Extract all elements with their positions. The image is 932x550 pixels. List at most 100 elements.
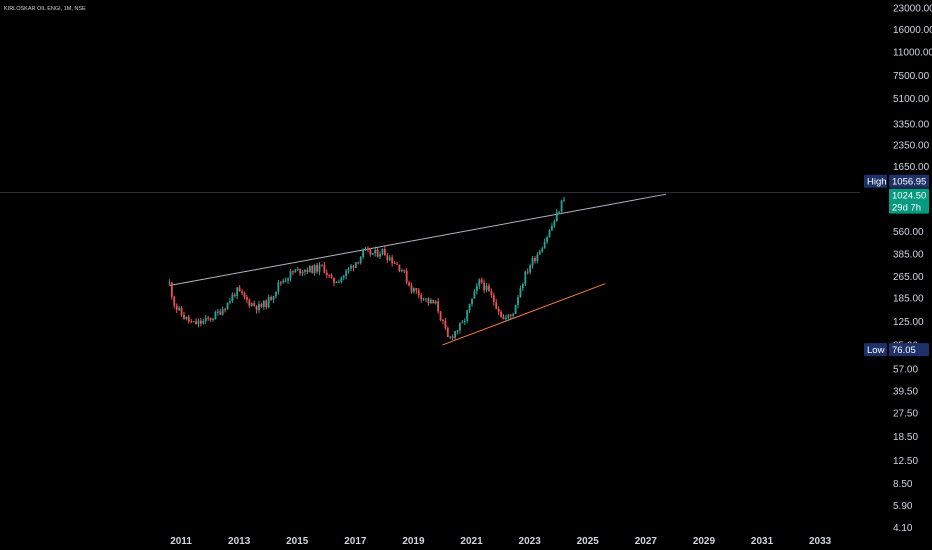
- candle-body: [287, 278, 289, 281]
- candle-body: [422, 298, 425, 300]
- y-tick-label: 27.50: [893, 408, 918, 419]
- candle-body: [306, 269, 309, 273]
- candle-body: [335, 282, 338, 284]
- candle-body: [209, 318, 212, 320]
- candle-body: [354, 262, 357, 268]
- candle-body: [403, 270, 406, 272]
- candle-body: [514, 304, 517, 314]
- candle-body: [534, 257, 536, 262]
- candle-body: [563, 199, 565, 201]
- candle-body: [468, 303, 471, 311]
- y-tick-label: 265.00: [893, 272, 924, 283]
- candle-body: [509, 314, 512, 316]
- candle-body: [178, 307, 181, 310]
- candle-body: [391, 257, 394, 264]
- y-tick-label: 3350.00: [893, 119, 930, 130]
- candle-body: [449, 336, 452, 338]
- candle-body: [541, 248, 544, 252]
- candle-body: [473, 291, 476, 299]
- candle-body: [524, 271, 527, 285]
- candle-body: [359, 257, 362, 263]
- candle-body: [517, 297, 519, 305]
- candle-body: [316, 264, 318, 272]
- candle-body: [231, 294, 234, 302]
- candle-body: [260, 303, 263, 307]
- candle-body: [381, 248, 384, 255]
- candle-body: [480, 279, 483, 283]
- candle-body: [238, 287, 241, 292]
- y-tick-label: 12.50: [893, 456, 918, 467]
- candle-body: [466, 310, 469, 322]
- y-tick-label: 4.10: [893, 523, 913, 534]
- low-value-box: [889, 343, 929, 357]
- candle-body: [536, 254, 539, 262]
- candle-body: [330, 275, 333, 278]
- candle-body: [321, 264, 323, 266]
- trendline-lower-support[interactable]: [442, 283, 606, 346]
- y-axis[interactable]: 23000.00 16000.00 11000.00 7500.00 5100.00 33…: [893, 3, 932, 534]
- x-tick-label: 2011: [170, 536, 192, 547]
- candle-body: [352, 265, 355, 268]
- candle-body: [548, 230, 551, 238]
- candle-body: [204, 317, 207, 322]
- candle-body: [279, 282, 282, 284]
- candle-body: [340, 277, 343, 282]
- candle-body: [250, 303, 253, 306]
- candle-body: [490, 291, 493, 296]
- candle-body: [311, 265, 314, 274]
- candle-body: [289, 271, 292, 279]
- candle-body: [427, 298, 430, 304]
- candle-body: [485, 285, 488, 291]
- x-tick-label: 2015: [286, 536, 309, 547]
- high-value: 1056.95: [892, 177, 926, 188]
- candle-body: [560, 200, 563, 212]
- candle-body: [555, 212, 558, 222]
- candle-body: [207, 317, 210, 319]
- candle-body: [398, 264, 401, 271]
- chart-title: KIRLOSKAR OIL ENGI, 1M, NSE: [4, 6, 86, 12]
- y-tick-label: 125.00: [893, 317, 924, 328]
- candle-body: [255, 305, 258, 311]
- candle-body: [337, 281, 340, 283]
- x-tick-label: 2021: [460, 536, 483, 547]
- candle-body: [202, 321, 205, 324]
- candle-body: [551, 225, 553, 231]
- bar-countdown-box: [889, 200, 929, 214]
- candle-body: [183, 314, 185, 320]
- candle-body: [492, 295, 495, 303]
- y-tick-label: 57.00: [893, 364, 918, 375]
- candle-body: [379, 254, 381, 257]
- candle-body: [224, 309, 227, 311]
- candle-body: [521, 284, 524, 289]
- candle-body: [434, 301, 437, 304]
- candle-body: [429, 299, 432, 304]
- candle-body: [333, 277, 335, 283]
- candle-body: [376, 249, 379, 257]
- candle-body: [258, 303, 260, 311]
- candle-body: [313, 264, 316, 274]
- candle-body: [282, 280, 285, 283]
- last-price: 1024.50: [892, 191, 926, 202]
- x-axis[interactable]: 2011 2013 2015 2017 2019 2021 2023 2025 2027 2029…: [170, 536, 832, 547]
- candle-body: [408, 282, 410, 286]
- candle-body: [437, 301, 440, 312]
- candle-body: [187, 316, 190, 322]
- trendlines[interactable]: [169, 193, 667, 346]
- candle-body: [371, 253, 374, 255]
- high-label: High: [867, 177, 887, 188]
- low-value: 76.05: [892, 345, 916, 356]
- trendline-upper-resistance[interactable]: [169, 193, 667, 287]
- candle-body: [454, 331, 456, 338]
- candle-body: [364, 249, 367, 251]
- candle-body: [197, 320, 200, 325]
- candle-body: [253, 303, 256, 306]
- bar-countdown: 29d 7h: [892, 203, 921, 214]
- candle-body: [488, 285, 490, 292]
- y-tick-label: 5.90: [893, 501, 913, 512]
- candle-body: [446, 327, 449, 337]
- candle-body: [369, 249, 372, 255]
- candle-body: [345, 270, 348, 276]
- candle-body: [190, 321, 193, 323]
